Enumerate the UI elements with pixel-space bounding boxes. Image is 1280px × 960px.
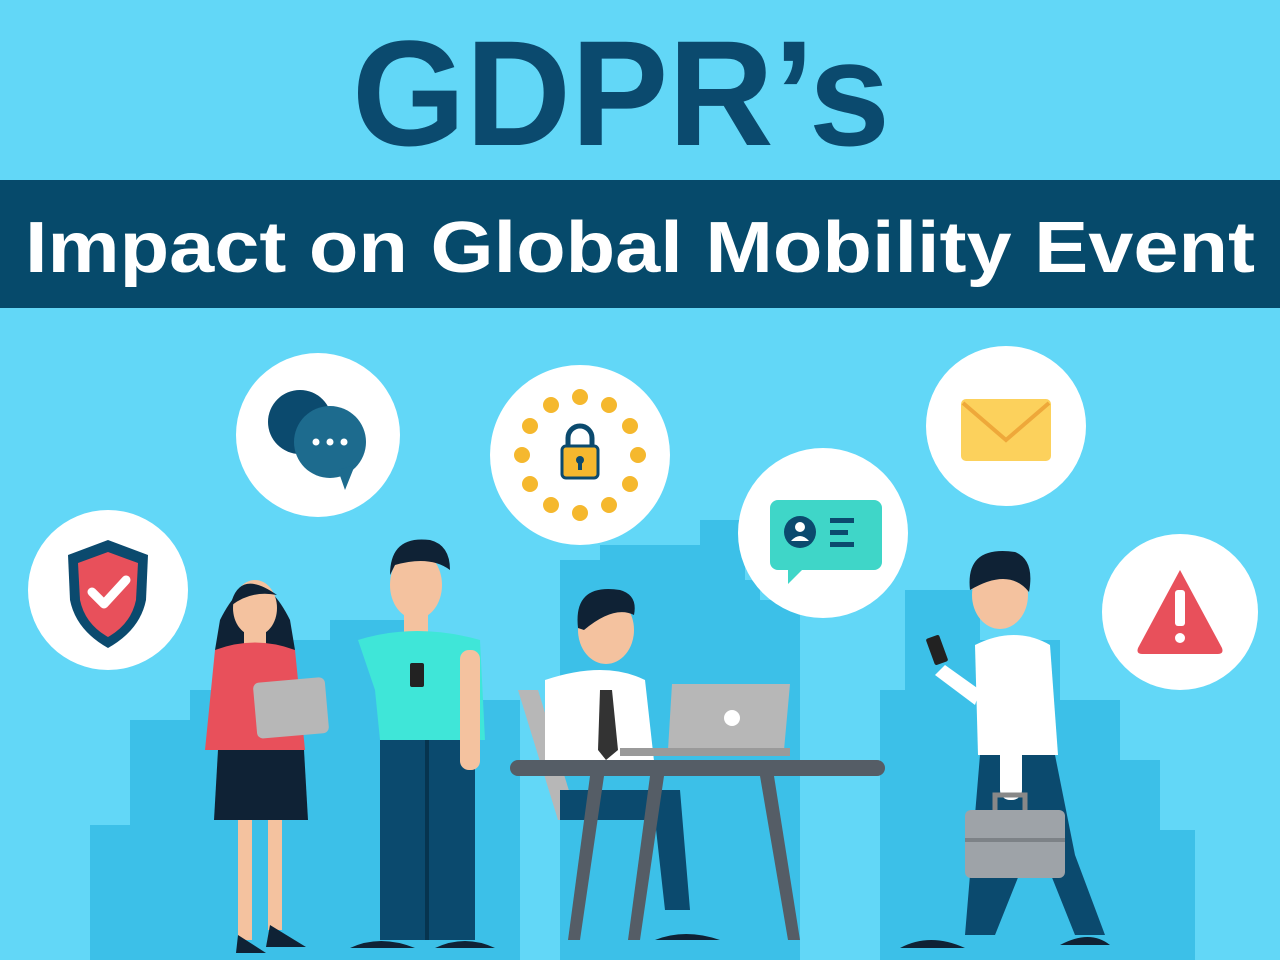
subtitle-bar	[0, 180, 1280, 308]
icon-chat	[236, 353, 400, 517]
person-woman	[205, 580, 329, 953]
icon-shield	[28, 510, 188, 670]
person-desk	[510, 589, 885, 940]
person-walking	[900, 551, 1110, 948]
person-man-phone	[350, 539, 495, 948]
icon-id-card	[738, 448, 908, 618]
icon-mail	[926, 346, 1086, 506]
icon-eu-lock	[490, 365, 670, 545]
icon-warning	[1102, 534, 1258, 690]
subtitle: Impact on Global Mobility Event	[25, 208, 1255, 288]
title: GDPR’s	[352, 9, 890, 177]
